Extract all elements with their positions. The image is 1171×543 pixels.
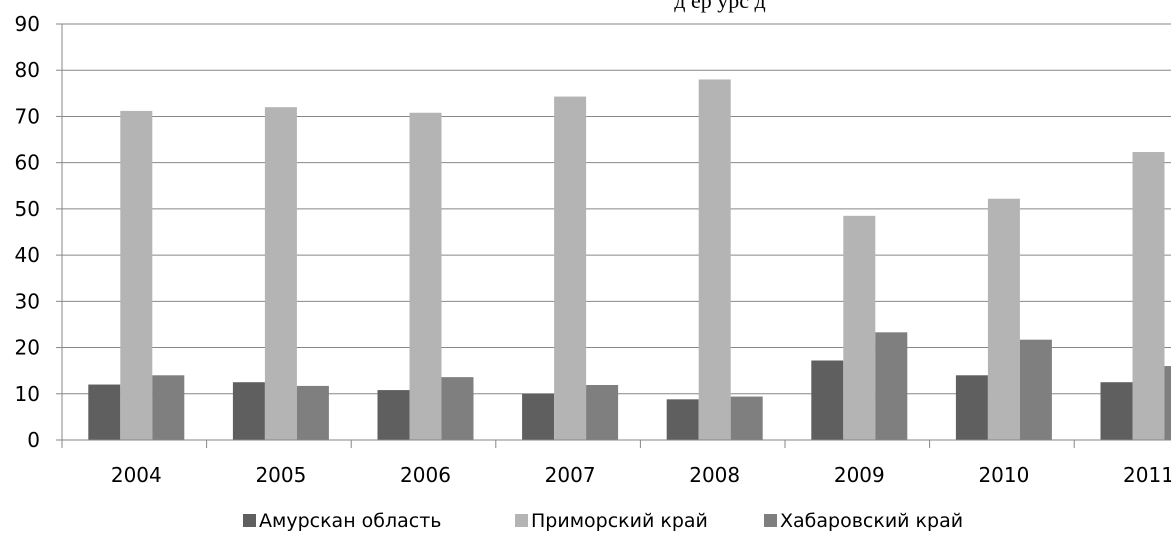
x-tick-label: 2005 (255, 463, 306, 487)
bar (232, 382, 265, 440)
y-axis: 0 10 20 30 40 50 60 70 80 90 (15, 12, 63, 452)
y-tick-label: 30 (15, 289, 40, 313)
bar (88, 384, 121, 440)
x-tick-label: 2011 (1123, 463, 1171, 487)
bar (586, 384, 619, 440)
legend-swatch (764, 514, 777, 527)
y-tick-label: 80 (15, 58, 40, 82)
bar (955, 375, 988, 440)
x-axis: 2004 2005 2006 2007 2008 2009 2010 2011 (61, 439, 1171, 487)
bar (1019, 339, 1052, 440)
legend-swatch (515, 514, 528, 527)
bar (730, 396, 763, 440)
bar (296, 385, 329, 440)
legend-label: Приморский край (531, 510, 708, 532)
y-tick-label: 10 (15, 382, 40, 406)
x-tick-label: 2006 (400, 463, 451, 487)
x-tick-label: 2007 (545, 463, 596, 487)
gridlines (62, 23, 1171, 395)
y-tick-label: 70 (15, 104, 40, 128)
bar (811, 360, 844, 440)
y-tick-label: 20 (15, 336, 40, 360)
x-tick-label: 2010 (978, 463, 1029, 487)
bar (666, 399, 699, 440)
bar (698, 79, 731, 440)
bar (264, 107, 297, 440)
bar (522, 393, 555, 440)
y-tick-label: 60 (15, 151, 40, 175)
chart-title: д ер урс д (674, 0, 765, 13)
bar (554, 96, 587, 441)
bar (1164, 366, 1171, 440)
y-tick-label: 50 (15, 197, 40, 221)
legend-label: Амурскан область (259, 510, 442, 532)
y-tick-label: 90 (15, 12, 40, 36)
bar (377, 390, 410, 440)
legend-swatch (243, 514, 256, 527)
y-tick-label: 0 (27, 428, 40, 452)
legend: Амурскан область Приморский край Хабаровск… (243, 510, 963, 532)
bar (987, 198, 1020, 440)
bar (152, 375, 185, 440)
bar (120, 110, 153, 441)
bar (1100, 382, 1133, 440)
bars (88, 79, 1171, 441)
x-tick-label: 2008 (689, 463, 740, 487)
bar (409, 112, 442, 440)
bar (1132, 152, 1165, 440)
bar (875, 332, 908, 440)
x-tick-label: 2004 (111, 463, 162, 487)
bar (843, 215, 876, 440)
bar (441, 377, 474, 440)
y-tick-label: 40 (15, 243, 40, 267)
legend-label: Хабаровский край (780, 510, 963, 532)
x-tick-label: 2009 (834, 463, 885, 487)
